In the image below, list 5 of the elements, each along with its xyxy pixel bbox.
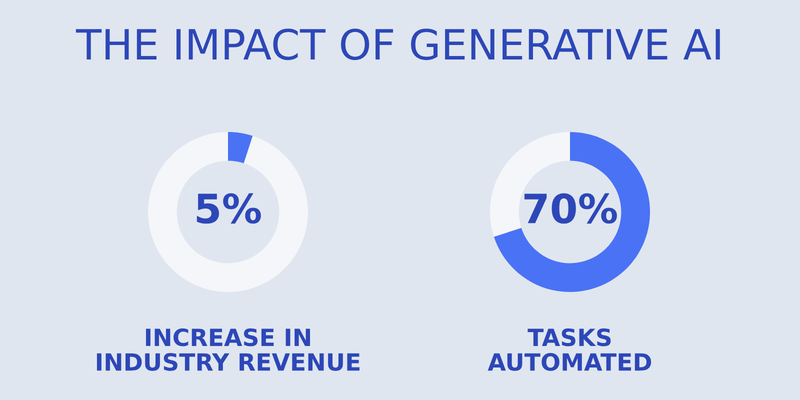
text: INCREASE IN INDUSTRY REVENUE [96,328,360,371]
text: THE IMPACT OF GENERATIVE AI [76,28,720,60]
data-label: 5% [196,193,261,224]
text: TASKS AUTOMATED [488,328,652,371]
data-label: 70% [524,193,617,224]
